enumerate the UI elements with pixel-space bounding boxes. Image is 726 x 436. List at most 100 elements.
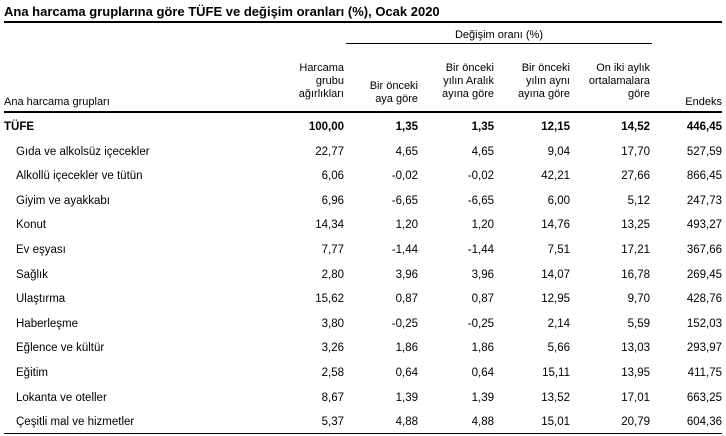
cell-avg12: 13,95 bbox=[621, 367, 650, 379]
cell-annual: 13,52 bbox=[541, 391, 570, 404]
cell-monthly: 3,96 bbox=[395, 268, 418, 281]
table-row: Alkollü içecekler ve tütün 6,06 -0,02 -0,02… bbox=[0, 166, 726, 186]
cell-avg12: 20,79 bbox=[621, 416, 650, 429]
cell-annual: 2,14 bbox=[547, 317, 570, 330]
row-label: Haberleşme bbox=[16, 317, 78, 330]
header-index: Endeks bbox=[685, 96, 722, 108]
cell-monthly: -0,02 bbox=[391, 170, 418, 183]
cell-weight: 15,62 bbox=[315, 293, 344, 306]
cell-annual: 12,15 bbox=[541, 121, 570, 133]
cell-monthly: 1,39 bbox=[395, 391, 418, 404]
cell-avg12: 27,66 bbox=[621, 170, 650, 183]
cell-index: 866,45 bbox=[686, 170, 722, 183]
header-monthly: Bir önceki aya göre bbox=[369, 80, 418, 105]
cell-monthly: -1,44 bbox=[391, 244, 418, 256]
cell-annual: 15,11 bbox=[542, 367, 570, 379]
cell-avg12: 16,78 bbox=[621, 268, 650, 281]
cell-weight: 3,80 bbox=[321, 317, 344, 330]
cell-avg12: 17,01 bbox=[621, 391, 650, 404]
cell-index: 269,45 bbox=[686, 268, 722, 281]
table-row: Lokanta ve oteller 8,67 1,39 1,39 13,52 17,01… bbox=[0, 388, 726, 408]
table-row: Ev eşyası 7,77 -1,44 -1,44 7,51 17,21 367,66 bbox=[0, 240, 726, 260]
cell-index: 527,59 bbox=[686, 145, 722, 158]
cell-weight: 22,77 bbox=[315, 145, 344, 158]
cell-weight: 7,77 bbox=[321, 244, 344, 256]
cell-avg12: 5,59 bbox=[627, 317, 650, 330]
header-december: Bir önceki yılın Aralık ayına göre bbox=[442, 62, 494, 100]
row-label: Eğlence ve kültür bbox=[16, 342, 105, 355]
cell-annual: 15,01 bbox=[541, 416, 570, 429]
cell-weight: 5,37 bbox=[321, 416, 344, 429]
cell-annual: 12,95 bbox=[541, 293, 570, 306]
cell-december: 1,39 bbox=[471, 391, 494, 404]
cell-monthly: 4,88 bbox=[395, 416, 418, 429]
cell-december: -0,02 bbox=[467, 170, 494, 183]
cell-december: -1,44 bbox=[467, 244, 494, 256]
table-row: Çeşitli mal ve hizmetler 5,37 4,88 4,88 15,0… bbox=[0, 412, 726, 432]
cell-weight: 6,96 bbox=[321, 194, 344, 207]
cell-december: 4,88 bbox=[471, 416, 494, 429]
cell-index: 428,76 bbox=[686, 293, 722, 306]
cell-avg12: 17,70 bbox=[621, 145, 650, 158]
cell-weight: 3,26 bbox=[321, 342, 344, 355]
cell-avg12: 13,03 bbox=[621, 342, 650, 355]
row-label: Eğitim bbox=[16, 367, 48, 379]
cell-avg12: 5,12 bbox=[627, 194, 650, 207]
table-row: Sağlık 2,80 3,96 3,96 14,07 16,78 269,45 bbox=[0, 265, 726, 285]
cell-monthly: 1,86 bbox=[395, 342, 418, 355]
cell-index: 367,66 bbox=[686, 244, 722, 256]
cell-weight: 2,58 bbox=[321, 367, 344, 379]
row-label: Lokanta ve oteller bbox=[16, 391, 107, 404]
cell-index: 493,27 bbox=[686, 219, 722, 232]
row-label: Ev eşyası bbox=[16, 244, 66, 256]
cell-annual: 14,76 bbox=[541, 219, 570, 232]
cell-avg12: 14,52 bbox=[621, 121, 650, 133]
cell-december: 1,20 bbox=[471, 219, 494, 232]
table-row: TÜFE 100,00 1,35 1,35 12,15 14,52 446,45 bbox=[0, 117, 726, 137]
cell-index: 411,75 bbox=[687, 367, 722, 379]
cell-december: 4,65 bbox=[471, 145, 494, 158]
cell-weight: 2,80 bbox=[321, 268, 344, 281]
cell-weight: 14,34 bbox=[315, 219, 344, 232]
cell-monthly: 0,87 bbox=[395, 293, 418, 306]
cell-weight: 6,06 bbox=[321, 170, 344, 183]
cell-monthly: -0,25 bbox=[391, 317, 418, 330]
cell-december: 3,96 bbox=[471, 268, 494, 281]
row-label: Gıda ve alkolsüz içecekler bbox=[16, 145, 150, 158]
row-label: Çeşitli mal ve hizmetler bbox=[16, 416, 135, 429]
row-label: Giyim ve ayakkabı bbox=[16, 194, 110, 207]
cell-annual: 5,66 bbox=[547, 342, 570, 355]
cell-index: 247,73 bbox=[686, 194, 722, 207]
table-row: Giyim ve ayakkabı 6,96 -6,65 -6,65 6,00 5,12 2… bbox=[0, 191, 726, 211]
table-row: Eğitim 2,58 0,64 0,64 15,11 13,95 411,75 bbox=[0, 363, 726, 383]
cell-annual: 7,51 bbox=[547, 244, 570, 256]
cell-index: 604,36 bbox=[686, 416, 722, 429]
header-avg12: On iki aylık ortalamalara göre bbox=[588, 62, 650, 100]
table-row: Konut 14,34 1,20 1,20 14,76 13,25 493,27 bbox=[0, 215, 726, 235]
cell-december: -6,65 bbox=[467, 194, 494, 207]
header-weight: Harcama grubu ağırlıkları bbox=[298, 62, 344, 100]
header-group-name: Ana harcama grupları bbox=[4, 96, 110, 108]
cell-december: -0,25 bbox=[467, 317, 494, 330]
cell-annual: 14,07 bbox=[541, 268, 570, 281]
cell-monthly: 1,20 bbox=[395, 219, 418, 232]
cell-december: 1,86 bbox=[471, 342, 494, 355]
cell-annual: 6,00 bbox=[547, 194, 570, 207]
cell-index: 293,97 bbox=[686, 342, 722, 355]
header-divider bbox=[4, 111, 722, 113]
cell-annual: 9,04 bbox=[547, 145, 570, 158]
cell-avg12: 9,70 bbox=[627, 293, 650, 306]
change-rate-group-header: Değişim oranı (%) bbox=[346, 27, 652, 44]
cell-avg12: 17,21 bbox=[621, 244, 650, 256]
cell-avg12: 13,25 bbox=[621, 219, 650, 232]
cell-monthly: 1,35 bbox=[395, 121, 418, 133]
cell-december: 0,64 bbox=[471, 367, 494, 379]
row-label: Sağlık bbox=[16, 268, 48, 281]
cell-weight: 8,67 bbox=[321, 391, 344, 404]
header-annual: Bir önceki yılın aynı ayına göre bbox=[518, 62, 570, 100]
table-row: Haberleşme 3,80 -0,25 -0,25 2,14 5,59 152,03 bbox=[0, 314, 726, 334]
table-row: Ulaştırma 15,62 0,87 0,87 12,95 9,70 428,76 bbox=[0, 289, 726, 309]
cell-december: 1,35 bbox=[471, 121, 494, 133]
cell-monthly: 4,65 bbox=[395, 145, 418, 158]
row-label: TÜFE bbox=[4, 121, 35, 133]
